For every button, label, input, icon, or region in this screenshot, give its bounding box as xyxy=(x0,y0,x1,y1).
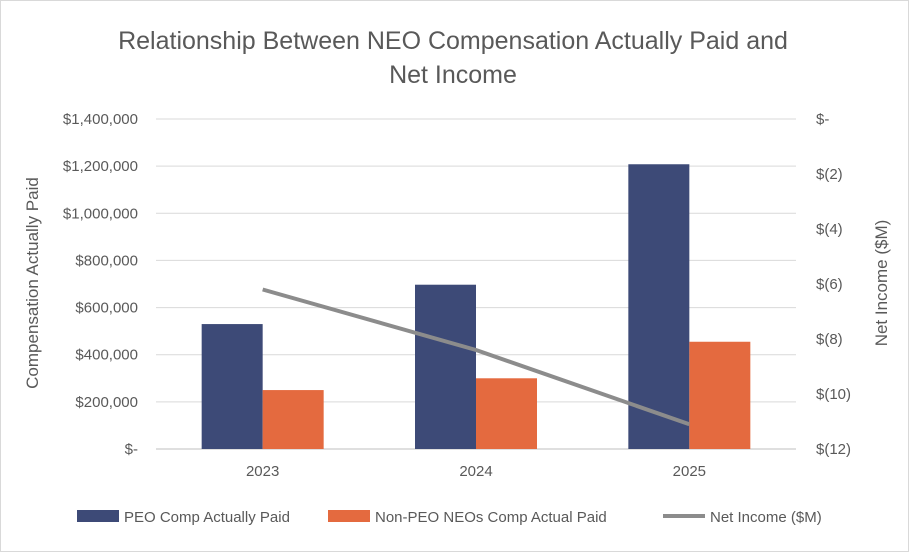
y-axis-ticks: $- $200,000 $400,000 $600,000 $800,000 $1,000… xyxy=(63,111,138,458)
y2-tick-label: $(12) xyxy=(816,441,851,458)
y-tick-label: $1,000,000 xyxy=(63,205,138,222)
x-tick-label: 2025 xyxy=(673,463,706,480)
bar-peo-2025 xyxy=(628,164,690,449)
y-tick-label: $600,000 xyxy=(75,300,138,317)
y2-tick-label: $(4) xyxy=(816,221,843,238)
chart-title-line-2: Net Income xyxy=(389,61,517,89)
y-axis-title: Compensation Actually Paid xyxy=(23,177,42,389)
y-tick-label: $- xyxy=(125,441,138,458)
y-tick-label: $1,400,000 xyxy=(63,111,138,128)
y-tick-label: $800,000 xyxy=(75,252,138,269)
y2-tick-label: $(10) xyxy=(816,386,851,403)
legend-item-2: Non-PEO NEOs Comp Actual Paid xyxy=(328,509,607,526)
legend-item-1: PEO Comp Actually Paid xyxy=(77,509,290,526)
y2-tick-label: $(6) xyxy=(816,276,843,293)
chart-title-line-1: Relationship Between NEO Compensation Ac… xyxy=(118,27,788,55)
y-tick-label: $1,200,000 xyxy=(63,158,138,175)
bar-non-peo-2025 xyxy=(689,341,751,449)
y2-axis-title: Net Income ($M) xyxy=(872,220,891,347)
bar-peo-2023 xyxy=(201,324,263,449)
x-tick-label: 2023 xyxy=(246,463,279,480)
legend: PEO Comp Actually Paid Non-PEO NEOs Comp … xyxy=(77,509,822,526)
y-tick-label: $400,000 xyxy=(75,347,138,364)
net-income-line xyxy=(262,287,690,427)
legend-label: Non-PEO NEOs Comp Actual Paid xyxy=(375,509,607,526)
x-tick-label: 2024 xyxy=(459,463,492,480)
bars xyxy=(201,164,751,449)
y2-tick-label: $(8) xyxy=(816,331,843,348)
legend-label: PEO Comp Actually Paid xyxy=(124,509,290,526)
y-tick-label: $200,000 xyxy=(75,394,138,411)
y2-tick-label: $- xyxy=(816,111,829,128)
legend-item-3: Net Income ($M) xyxy=(663,509,822,526)
x-axis-ticks: 2023 2024 2025 xyxy=(246,463,706,480)
legend-swatch xyxy=(77,510,119,522)
bar-non-peo-2023 xyxy=(262,390,324,449)
legend-label: Net Income ($M) xyxy=(710,509,822,526)
bar-peo-2024 xyxy=(415,284,476,449)
y2-tick-label: $(2) xyxy=(816,166,843,183)
bar-non-peo-2024 xyxy=(476,378,537,449)
legend-swatch xyxy=(328,510,370,522)
y2-axis-ticks: $- $(2) $(4) $(6) $(8) $(10) $(12) xyxy=(816,111,851,458)
net-income-line-group xyxy=(262,287,690,427)
